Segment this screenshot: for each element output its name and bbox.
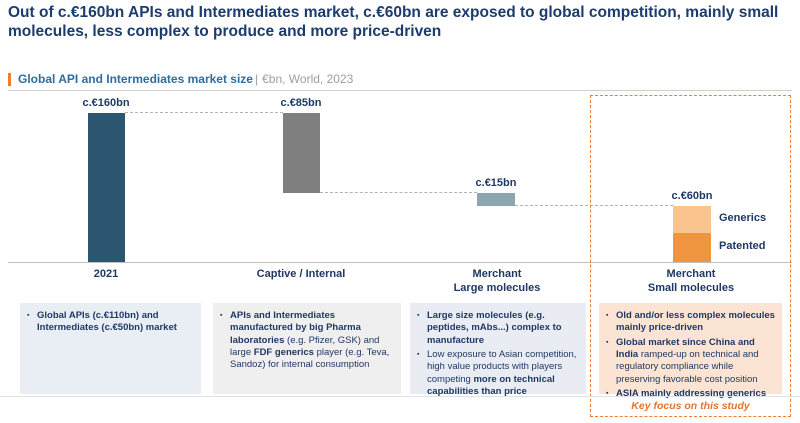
bar-segment-generics [673,206,711,233]
page-title: Out of c.€160bn APIs and Intermediates m… [8,4,779,40]
segment-label-generics: Generics [719,212,767,224]
bullet-text: Global market since China and India ramp… [616,336,759,385]
bullet-icon: ▪ [417,312,420,319]
chart-subtitle: €bn, World, 2023 [262,72,354,86]
value-label: c.€60bn [671,190,713,202]
bar-merchant-large [477,193,515,206]
chart-header: Global API and Intermediates market size… [8,72,353,86]
bullet-text: Global APIs (c.€110bn) and Intermediates… [37,310,177,334]
connector-line [320,192,477,193]
bullet-icon: ▪ [220,312,223,319]
category-label-merchant-large: Merchant Large molecules [453,268,541,294]
category-label-merchant-small: Merchant Small molecules [647,268,735,294]
category-label-2021: 2021 [93,268,119,280]
chart-title-separator: | [254,72,259,86]
list-item: ▪ Global market since China and India ra… [606,337,775,386]
list-item: ▪ Global APIs (c.€110bn) and Intermediat… [27,310,194,335]
x-axis-line [8,262,792,263]
note-box-captive: ▪ APIs and Intermediates manufactured by… [213,303,401,394]
value-label: c.€85bn [280,97,322,109]
bar-captive-internal [283,113,320,193]
value-label: c.€160bn [82,97,130,109]
bullet-text: ASIA mainly addressing generics [616,388,767,400]
segment-label-patented: Patented [719,240,766,252]
key-focus-frame [590,95,791,417]
bullet-text: APIs and Intermediates manufactured by b… [230,310,390,371]
bar-merchant-small [673,206,711,262]
list-item: ▪ ASIA mainly addressing generics [606,388,775,400]
bullet-icon: ▪ [606,338,609,346]
list-item: ▪ Old and/or less complex molecules main… [606,310,775,335]
category-label-captive-internal: Captive / Internal [256,268,346,280]
bottom-divider [0,396,800,397]
bullet-icon: ▪ [27,312,30,319]
list-item: ▪ Large size molecules (e.g. peptides, m… [417,310,579,347]
note-box-merchant-large: ▪ Large size molecules (e.g. peptides, m… [410,303,586,397]
bullet-icon: ▪ [417,351,420,359]
bullet-icon: ▪ [606,312,609,319]
connector-line [515,205,673,206]
bar-segment-patented [673,233,711,262]
chart-title: Global API and Intermediates market size [18,72,253,86]
header-underline [8,90,792,91]
note-box-merchant-small: ▪ Old and/or less complex molecules main… [599,303,782,399]
value-label: c.€15bn [475,177,517,189]
bullet-text: Old and/or less complex molecules mainly… [616,310,775,334]
list-item: ▪ APIs and Intermediates manufactured by… [220,310,394,372]
connector-line [125,112,283,113]
bullet-text: Low exposure to Asian competition, high … [427,349,577,398]
bullet-text: Large size molecules (e.g. peptides, mAb… [427,310,562,346]
header-accent-bar [8,72,11,86]
key-focus-note: Key focus on this study [631,400,750,412]
note-box-global: ▪ Global APIs (c.€110bn) and Intermediat… [20,303,201,394]
bullet-icon: ▪ [606,390,609,398]
bar-2021 [88,113,125,262]
list-item: ▪ Low exposure to Asian competition, hig… [417,349,579,398]
